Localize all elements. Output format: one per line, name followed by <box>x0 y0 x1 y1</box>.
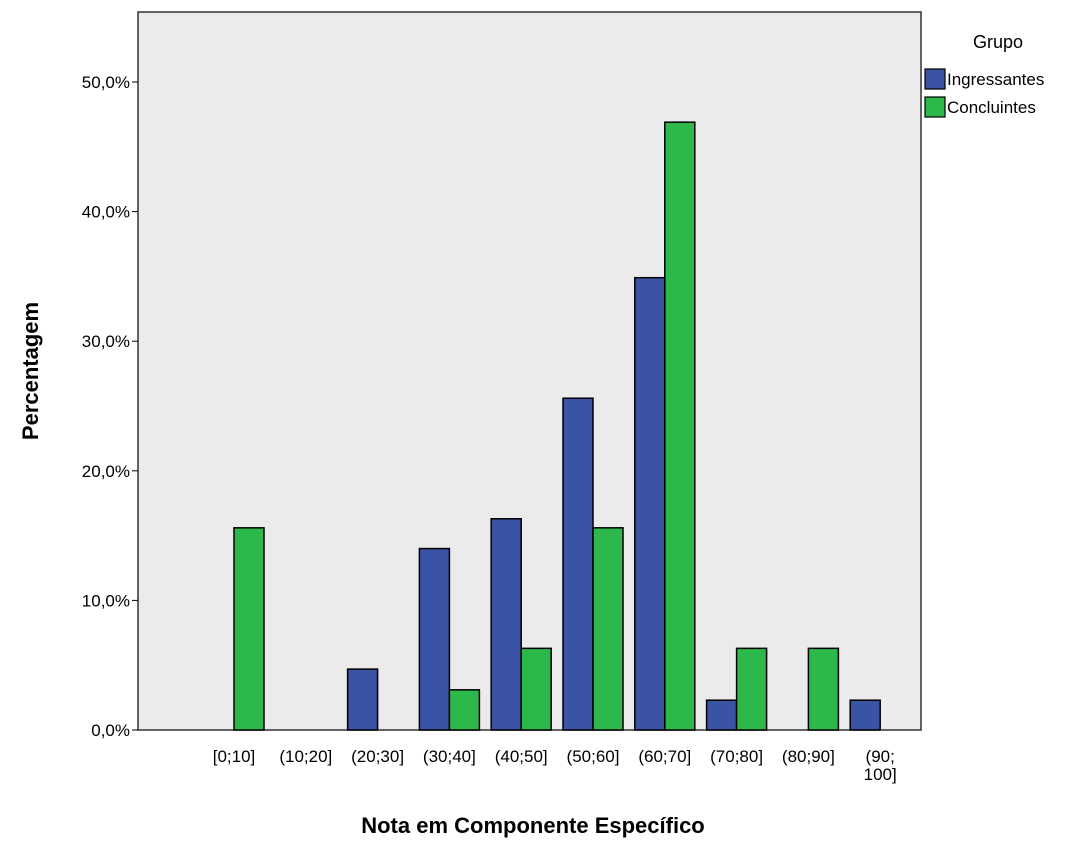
plot-area <box>137 11 922 731</box>
y-tick-label: 20,0% <box>82 462 130 481</box>
x-tick-label: (80;90] <box>782 747 835 766</box>
bar-concluintes-3 <box>448 689 481 731</box>
x-tick-label: (30;40] <box>423 747 476 766</box>
bar-concluintes-0 <box>233 527 265 731</box>
bar-concluintes-6 <box>664 121 696 731</box>
bar-ingressantes-3 <box>418 547 451 731</box>
y-axis-title: Percentagem <box>18 302 43 440</box>
legend-swatch-ingressantes <box>924 68 946 90</box>
y-tick-label: 40,0% <box>82 203 130 222</box>
legend: Grupo Ingressantes Concluintes <box>924 32 1044 118</box>
bar-ingressantes-7 <box>705 699 738 731</box>
y-axis: 0,0% 10,0% 20,0% 30,0% 40,0% 50,0% <box>82 73 138 740</box>
x-axis-title: Nota em Componente Específico <box>361 813 705 838</box>
y-tick-label: 30,0% <box>82 332 130 351</box>
x-tick-label: (60;70] <box>638 747 691 766</box>
x-tick-label: (90; 100] <box>864 747 897 784</box>
legend-label-concluintes: Concluintes <box>947 98 1036 117</box>
x-tick-label: (10;20] <box>279 747 332 766</box>
x-tick-label: (40;50] <box>495 747 548 766</box>
legend-swatch-concluintes <box>924 96 946 118</box>
y-tick-label: 50,0% <box>82 73 130 92</box>
bar-concluintes-4 <box>520 647 552 731</box>
bars <box>233 121 881 731</box>
bar-concluintes-7 <box>735 647 768 731</box>
y-tick-label: 0,0% <box>91 721 130 740</box>
y-tick-label: 10,0% <box>82 591 130 610</box>
x-tick-label: (70;80] <box>710 747 763 766</box>
x-tick-label: (20;30] <box>351 747 404 766</box>
bar-ingressantes-5 <box>562 397 594 731</box>
bar-ingressantes-2 <box>346 668 379 731</box>
legend-label-ingressantes: Ingressantes <box>947 70 1044 89</box>
bar-concluintes-5 <box>592 527 624 731</box>
x-tick-label: (50;60] <box>567 747 620 766</box>
x-tick-label: [0;10] <box>213 747 256 766</box>
bar-concluintes-8 <box>807 647 840 731</box>
bar-ingressantes-9 <box>849 699 881 731</box>
bar-ingressantes-4 <box>490 518 522 731</box>
legend-title: Grupo <box>973 32 1023 52</box>
x-axis: [0;10] (10;20] (20;30] (30;40] (40;50] (50;60… <box>213 747 897 784</box>
bar-ingressantes-6 <box>634 276 666 731</box>
